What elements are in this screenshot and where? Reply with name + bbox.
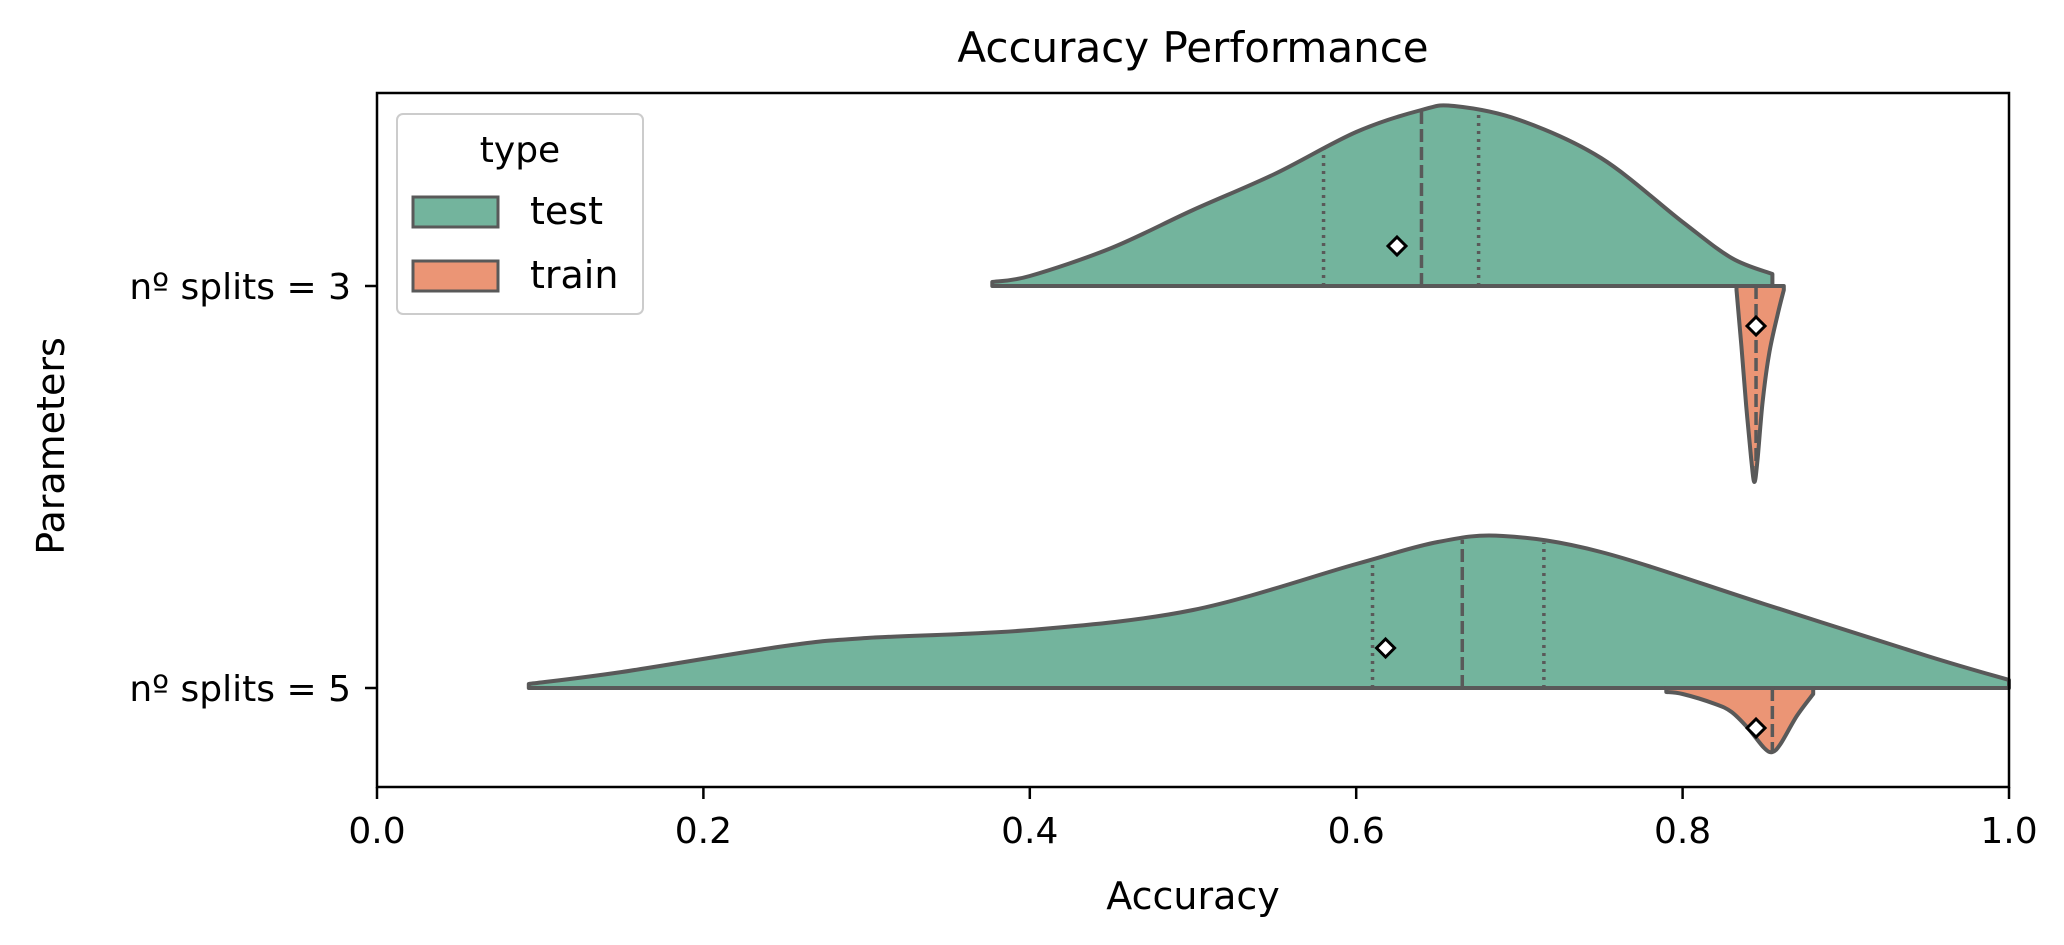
x-tick-label: 1.0 [1980, 811, 2037, 852]
x-axis-ticks: 0.0 0.2 0.4 0.6 0.8 1.0 [348, 787, 2038, 852]
violins-layer [526, 103, 2011, 755]
y-axis-label: Parameters [29, 337, 73, 555]
violin-test-splits-3 [990, 103, 1775, 288]
x-axis-label: Accuracy [1106, 874, 1280, 918]
legend-swatch-train [411, 259, 500, 293]
y-tick-label: nº splits = 5 [129, 669, 351, 710]
violin-train-splits-5 [1664, 686, 1816, 755]
x-tick-label: 0.4 [1001, 811, 1058, 852]
markers-layer [1374, 234, 1768, 740]
legend-label-test: test [530, 189, 603, 233]
x-tick-label: 0.0 [348, 811, 405, 852]
x-tick-label: 0.2 [675, 811, 732, 852]
violin-train-splits-3 [1734, 284, 1786, 484]
legend-label-train: train [530, 253, 618, 297]
mean-marker-train-splits-5 [1744, 716, 1768, 740]
violin-test-splits-5 [526, 533, 2011, 690]
legend-title: type [480, 130, 560, 171]
mean-marker-test-splits-5 [1374, 636, 1397, 660]
chart-title: Accuracy Performance [957, 23, 1428, 72]
legend: type test train [396, 113, 644, 315]
y-axis-ticks: nº splits = 3 nº splits = 5 [129, 267, 377, 710]
y-tick-label: nº splits = 3 [129, 267, 351, 308]
x-tick-label: 0.6 [1328, 811, 1385, 852]
plot-area-frame [375, 91, 2011, 789]
legend-swatch-test [411, 195, 500, 229]
mean-marker-test-splits-3 [1385, 234, 1409, 258]
mean-marker-train-splits-3 [1744, 314, 1768, 338]
x-tick-label: 0.8 [1654, 811, 1711, 852]
